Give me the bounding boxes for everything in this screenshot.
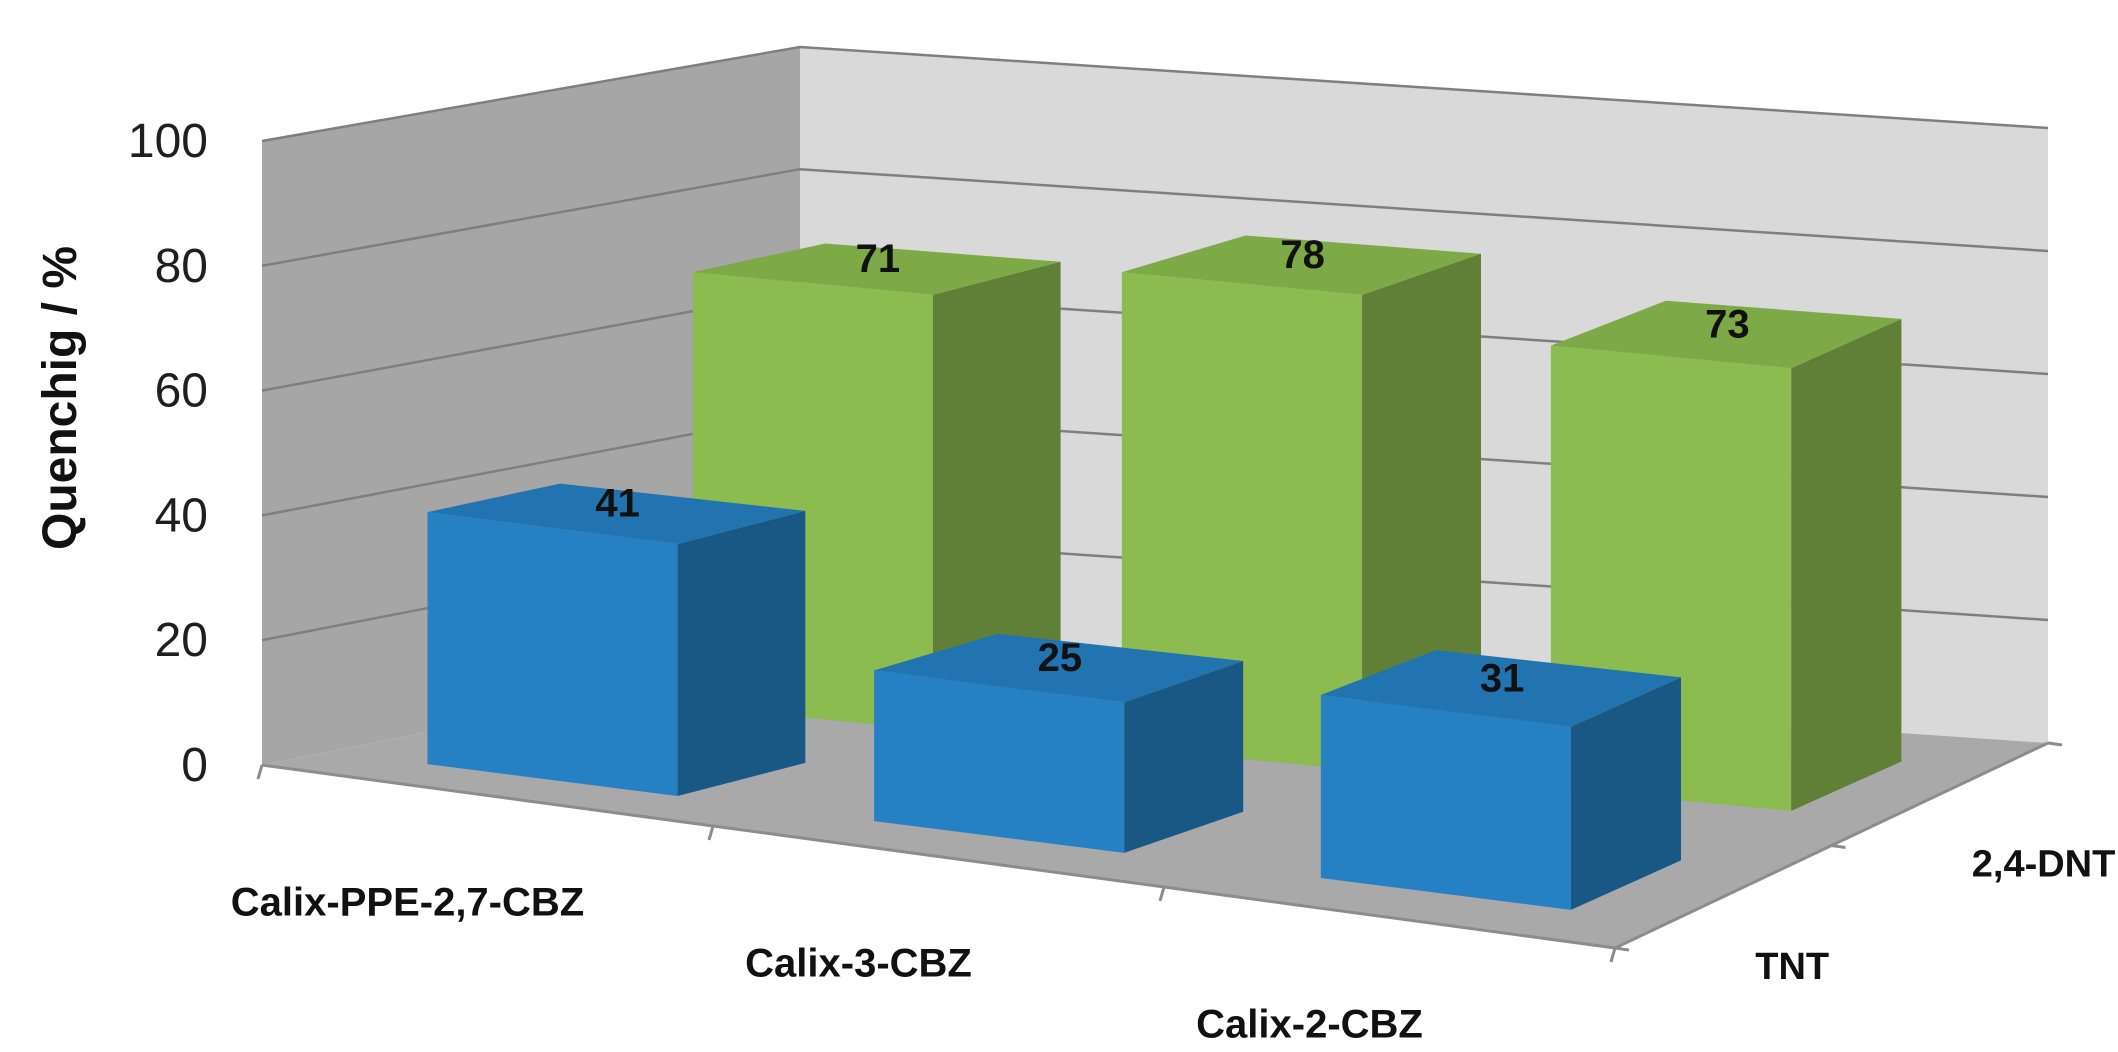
data-label-0-2: 31 xyxy=(1480,656,1525,700)
y-tick-label-80: 80 xyxy=(155,240,208,293)
x-tick xyxy=(1158,886,1166,902)
data-label-0-1: 25 xyxy=(1038,636,1083,680)
data-label-1-2: 73 xyxy=(1705,302,1750,346)
series-label-1: 2,4-DNT xyxy=(1972,843,2116,885)
x-tick-label-2: Calix-2-CBZ xyxy=(1196,1003,1423,1047)
bar-1-1-side xyxy=(1362,253,1481,771)
bar-0-1-top xyxy=(874,633,1244,703)
depth-tick xyxy=(2047,741,2063,747)
bar-1-0-top xyxy=(692,243,1061,295)
bar-1-1-top xyxy=(1121,235,1481,295)
depth-tick xyxy=(1831,844,1846,849)
x-tick xyxy=(256,764,264,780)
bar-0-1-front xyxy=(874,670,1125,853)
series-label-0: TNT xyxy=(1755,946,1829,988)
bar-1-0-side xyxy=(933,261,1061,730)
bar-0-0-top xyxy=(427,483,806,544)
data-label-0-0: 41 xyxy=(595,482,640,526)
y-axis-title: Quenchig / % xyxy=(34,246,87,550)
data-label-1-1: 78 xyxy=(1280,233,1325,277)
bar-1-2-side xyxy=(1791,318,1902,811)
x-tick xyxy=(707,825,715,841)
bar-0-2-front xyxy=(1320,695,1571,910)
bar-0-0-side xyxy=(677,510,806,796)
bar-0-2-side xyxy=(1570,677,1681,910)
x-tick-label-0: Calix-PPE-2,7-CBZ xyxy=(231,881,584,925)
y-tick-label-100: 100 xyxy=(128,115,208,168)
bar-1-1-front xyxy=(1121,272,1363,771)
y-tick-label-0: 0 xyxy=(181,739,208,792)
gridline-80 xyxy=(261,167,2049,268)
x-tick xyxy=(1609,947,1617,963)
data-label-1-0: 71 xyxy=(856,237,901,281)
gridline-100 xyxy=(261,45,2049,143)
bar-0-2-top xyxy=(1320,650,1681,727)
y-tick-label-60: 60 xyxy=(155,365,208,418)
y-tick-label-20: 20 xyxy=(155,614,208,667)
bar-0-0-front xyxy=(427,512,678,796)
depth-tick xyxy=(1614,946,1630,952)
x-tick-label-1: Calix-3-CBZ xyxy=(745,942,972,986)
bar-1-2-top xyxy=(1550,300,1902,369)
x-axis-line xyxy=(261,763,1616,950)
bar-0-1-side xyxy=(1124,661,1244,853)
y-tick-label-40: 40 xyxy=(155,489,208,542)
